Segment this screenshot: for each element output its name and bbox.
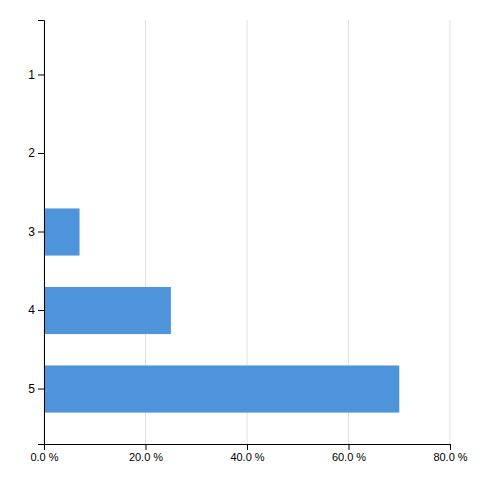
x-tick-mark (450, 444, 451, 450)
x-tick-label: 40.0 % (230, 451, 264, 463)
x-axis-line (45, 445, 451, 451)
bar (44, 208, 80, 255)
x-tick: 60.0 % (332, 444, 366, 463)
y-tick-mark (38, 389, 44, 390)
x-tick-label: 0.0 % (30, 451, 58, 463)
y-tick: 1 (28, 68, 44, 82)
grid (44, 20, 450, 444)
x-axis: 0.0 % 20.0 % 40.0 % 60.0 % 80.0 % (30, 444, 467, 463)
y-tick-mark (38, 74, 44, 75)
x-tick-label: 60.0 % (332, 451, 366, 463)
plot: 0.0 % 20.0 % 40.0 % 60.0 % 80.0 % 1 2 3 4 5 (28, 20, 468, 463)
y-tick-mark (38, 310, 44, 311)
y-tick: 3 (28, 225, 44, 239)
bar (44, 287, 171, 334)
x-tick: 20.0 % (129, 444, 163, 463)
bars (44, 208, 399, 412)
x-tick-label: 80.0 % (433, 451, 467, 463)
y-tick-label: 3 (28, 225, 35, 239)
y-tick-label: 4 (28, 303, 35, 317)
chart: 0.0 % 20.0 % 40.0 % 60.0 % 80.0 % 1 2 3 4 5 (0, 0, 484, 484)
y-tick: 5 (28, 382, 44, 396)
y-tick-label: 1 (28, 68, 35, 82)
x-tick: 40.0 % (230, 444, 264, 463)
y-axis-line (38, 21, 45, 445)
y-tick: 2 (28, 146, 44, 160)
y-axis: 1 2 3 4 5 (28, 21, 44, 445)
grid-line (450, 20, 451, 444)
x-tick-mark (247, 444, 248, 450)
bar (44, 365, 399, 412)
y-tick-mark (38, 232, 44, 233)
x-tick: 0.0 % (30, 444, 58, 463)
x-tick-mark (146, 444, 147, 450)
y-tick-label: 2 (28, 146, 35, 160)
y-tick: 4 (28, 303, 44, 317)
x-tick-label: 20.0 % (129, 451, 163, 463)
y-tick-label: 5 (28, 382, 35, 396)
y-tick-mark (38, 153, 44, 154)
x-tick-mark (349, 444, 350, 450)
x-tick: 80.0 % (433, 444, 467, 463)
